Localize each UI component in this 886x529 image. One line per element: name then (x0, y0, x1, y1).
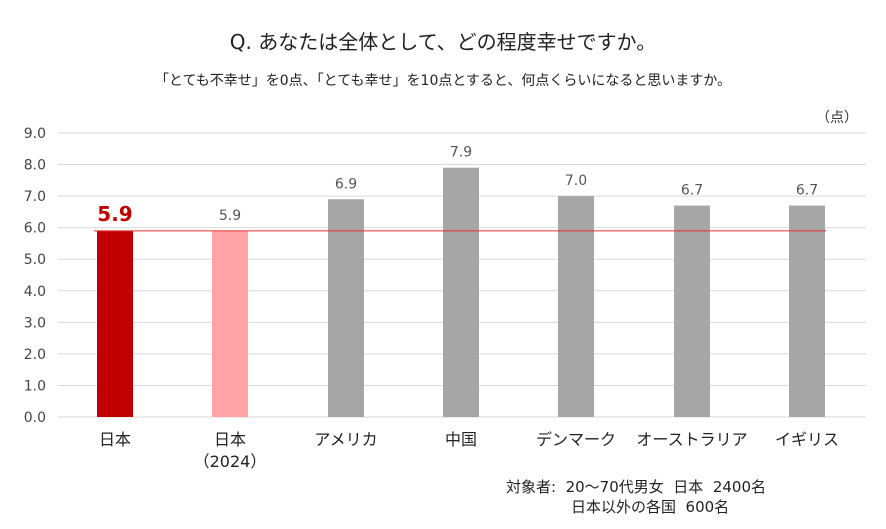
y-tick-label: 4.0 (24, 284, 46, 300)
x-category-label: 日本 (99, 430, 131, 449)
x-category-label: オーストラリア (636, 430, 747, 449)
y-tick-label: 1.0 (24, 378, 46, 394)
bar (97, 230, 133, 417)
y-tick-label: 0.0 (24, 410, 46, 426)
y-tick-label: 3.0 (24, 315, 46, 331)
respondents-note-line1: 対象者: 20〜70代男女 日本 2400名 (506, 478, 767, 496)
question-subtitle: 「とても不幸せ」を0点、「とても幸せ」を10点とすると、何点くらいになると思いま… (154, 73, 732, 89)
data-label: 7.9 (450, 145, 472, 161)
unit-label: （点） (816, 110, 858, 126)
data-label: 6.7 (681, 183, 703, 199)
data-label: 5.9 (97, 202, 132, 226)
bar (789, 205, 825, 417)
y-tick-label: 6.0 (24, 221, 46, 237)
y-tick-label: 8.0 (24, 158, 46, 174)
y-tick-label: 7.0 (24, 189, 46, 205)
y-tick-label: 9.0 (24, 126, 46, 142)
data-label: 7.0 (565, 173, 587, 189)
data-label: 5.9 (219, 208, 241, 224)
bar (328, 199, 364, 417)
y-tick-label: 2.0 (24, 347, 46, 363)
x-category-label: 中国 (445, 430, 477, 449)
x-category-label: デンマーク (536, 430, 616, 449)
bar (674, 205, 710, 417)
respondents-note-line2: 日本以外の各国 600名 (571, 498, 730, 516)
x-category-label: 日本 (214, 430, 246, 449)
data-label: 6.9 (335, 176, 357, 192)
question-title: Q. あなたは全体として、どの程度幸せですか。 (229, 30, 657, 54)
x-category-label: イギリス (775, 430, 839, 449)
bar (212, 230, 248, 417)
x-category-label: （2024） (194, 452, 267, 471)
x-category-label: アメリカ (314, 430, 377, 449)
y-tick-label: 5.0 (24, 252, 46, 268)
bar (443, 167, 479, 417)
data-label: 6.7 (796, 183, 818, 199)
bar (558, 196, 594, 417)
